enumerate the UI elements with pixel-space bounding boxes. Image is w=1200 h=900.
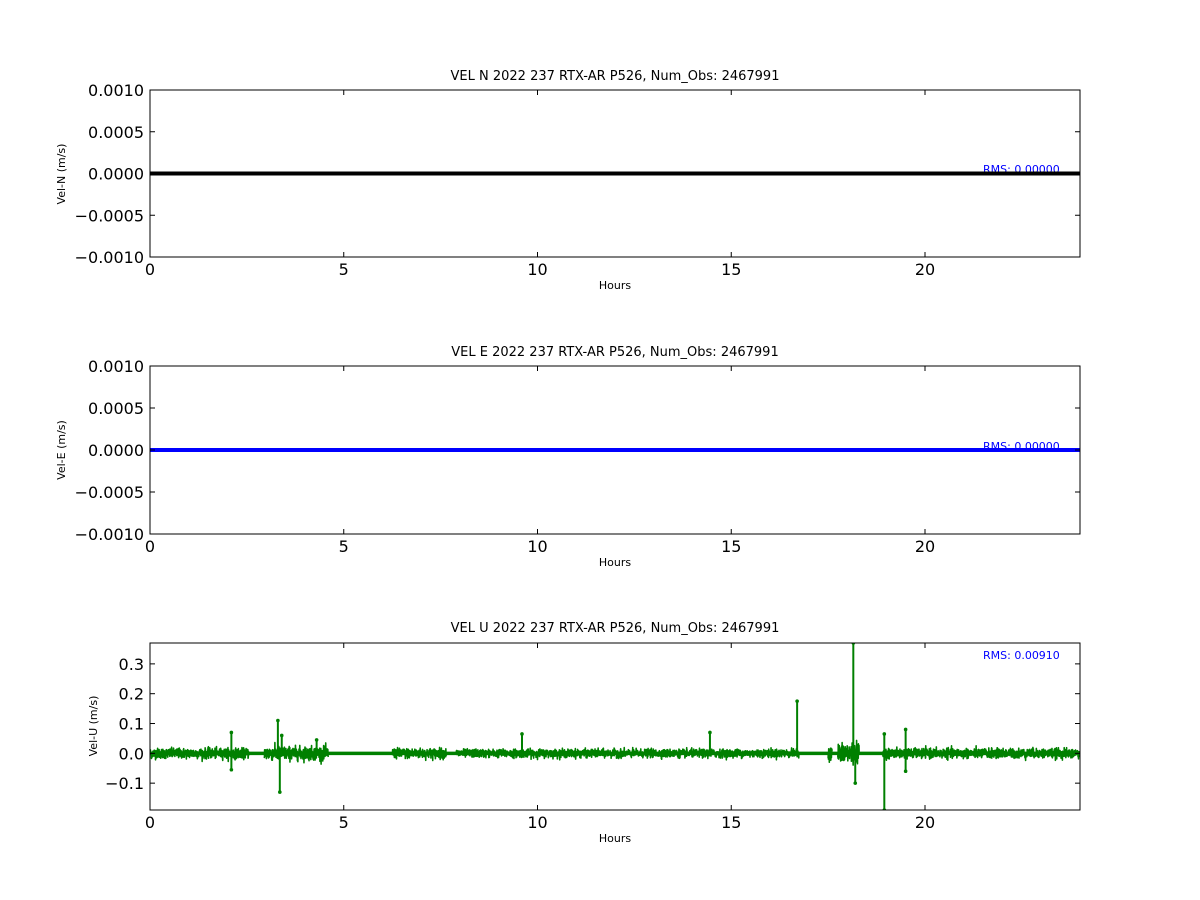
y-axis-label: Vel-E (m/s) [55, 420, 68, 480]
x-tick-label: 0 [145, 260, 155, 279]
x-tick-label: 20 [915, 813, 935, 832]
x-axis-label: Hours [599, 279, 631, 292]
y-tick-label: 0.3 [119, 655, 144, 674]
spike-point-13 [903, 727, 908, 732]
y-tick-label: 0.2 [119, 685, 144, 704]
y-tick-label: 0.0010 [88, 357, 144, 376]
y-tick-label: −0.0010 [75, 248, 144, 267]
spike-point-10 [853, 781, 858, 785]
spike-point-14 [903, 769, 908, 774]
y-tick-label: −0.0005 [75, 483, 144, 502]
y-tick-label: 0.0000 [88, 165, 144, 184]
y-tick-label: −0.0010 [75, 525, 144, 544]
y-tick-label: 0.0005 [88, 399, 144, 418]
spike-point-6 [520, 732, 524, 736]
panel-vel-e: VEL E 2022 237 RTX-AR P526, Num_Obs: 246… [55, 345, 1081, 569]
spike-point-3 [278, 790, 282, 794]
x-tick-label: 15 [721, 813, 741, 832]
y-tick-label: −0.1 [105, 774, 144, 793]
x-tick-label: 5 [339, 260, 349, 279]
x-tick-label: 10 [527, 260, 547, 279]
y-tick-label: −0.0005 [75, 206, 144, 225]
x-tick-label: 15 [721, 260, 741, 279]
chart-title: VEL N 2022 237 RTX-AR P526, Num_Obs: 246… [451, 69, 780, 84]
y-tick-label: 0.0000 [88, 441, 144, 460]
spike-point-11 [882, 732, 887, 736]
series-noise-segment-4 [827, 747, 833, 764]
spike-point-8 [795, 699, 799, 703]
y-tick-label: 0.0010 [88, 81, 144, 100]
panel-vel-n: VEL N 2022 237 RTX-AR P526, Num_Obs: 246… [55, 69, 1081, 292]
chart-title: VEL U 2022 237 RTX-AR P526, Num_Obs: 246… [451, 621, 780, 636]
axes-frame [149, 642, 1081, 811]
spike-point-2 [276, 718, 280, 723]
spike-point-4 [279, 733, 284, 738]
y-tick-label: 0.0005 [88, 123, 144, 142]
panel-vel-u: VEL U 2022 237 RTX-AR P526, Num_Obs: 246… [87, 621, 1081, 845]
y-axis-label: Vel-N (m/s) [55, 144, 68, 205]
x-axis-label: Hours [599, 556, 631, 569]
rms-label: RMS: 0.00910 [983, 649, 1060, 662]
y-axis-label: Vel-U (m/s) [87, 696, 100, 757]
x-axis-label: Hours [599, 832, 631, 845]
x-tick-label: 10 [527, 813, 547, 832]
x-tick-label: 20 [915, 260, 935, 279]
x-tick-label: 0 [145, 537, 155, 556]
y-tick-label: 0.0 [119, 744, 144, 763]
spike-point-1 [229, 767, 234, 772]
y-tick-label: 0.1 [119, 715, 144, 734]
x-tick-label: 20 [915, 537, 935, 556]
spike-point-0 [229, 730, 234, 735]
x-tick-label: 0 [145, 813, 155, 832]
x-tick-label: 15 [721, 537, 741, 556]
spike-point-5 [314, 738, 319, 742]
x-tick-label: 5 [339, 813, 349, 832]
spike-point-7 [708, 730, 712, 735]
x-tick-label: 10 [527, 537, 547, 556]
chart-title: VEL E 2022 237 RTX-AR P526, Num_Obs: 246… [451, 345, 778, 360]
x-tick-label: 5 [339, 537, 349, 556]
